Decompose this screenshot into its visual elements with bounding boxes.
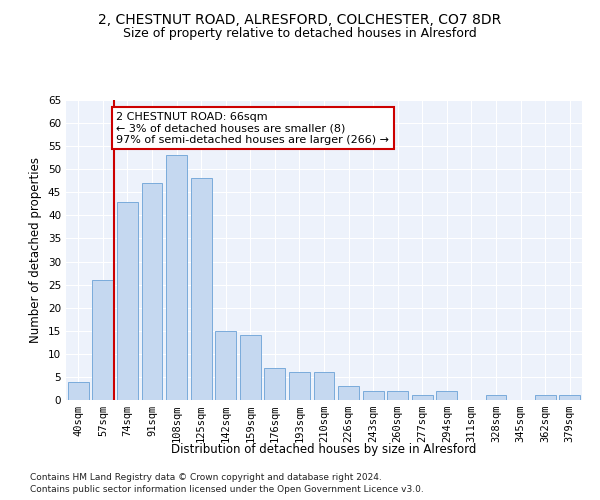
Bar — [117, 202, 138, 400]
Bar — [92, 280, 113, 400]
Bar — [240, 336, 261, 400]
Bar — [191, 178, 212, 400]
Text: Size of property relative to detached houses in Alresford: Size of property relative to detached ho… — [123, 28, 477, 40]
Y-axis label: Number of detached properties: Number of detached properties — [29, 157, 43, 343]
Bar — [314, 372, 334, 400]
Text: 2, CHESTNUT ROAD, ALRESFORD, COLCHESTER, CO7 8DR: 2, CHESTNUT ROAD, ALRESFORD, COLCHESTER,… — [98, 12, 502, 26]
Bar — [387, 391, 408, 400]
Bar — [338, 386, 359, 400]
Bar — [362, 391, 383, 400]
Bar — [289, 372, 310, 400]
Text: 2 CHESTNUT ROAD: 66sqm
← 3% of detached houses are smaller (8)
97% of semi-detac: 2 CHESTNUT ROAD: 66sqm ← 3% of detached … — [116, 112, 389, 144]
Bar — [436, 391, 457, 400]
Bar — [166, 156, 187, 400]
Text: Contains public sector information licensed under the Open Government Licence v3: Contains public sector information licen… — [30, 485, 424, 494]
Bar — [215, 331, 236, 400]
Bar — [559, 396, 580, 400]
Bar — [265, 368, 286, 400]
Bar — [68, 382, 89, 400]
Text: Distribution of detached houses by size in Alresford: Distribution of detached houses by size … — [172, 442, 476, 456]
Bar — [485, 396, 506, 400]
Bar — [142, 183, 163, 400]
Bar — [535, 396, 556, 400]
Bar — [412, 396, 433, 400]
Text: Contains HM Land Registry data © Crown copyright and database right 2024.: Contains HM Land Registry data © Crown c… — [30, 472, 382, 482]
